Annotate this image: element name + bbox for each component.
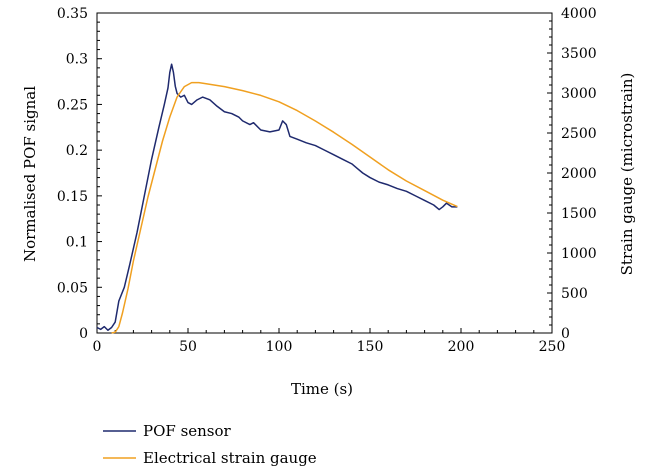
- plot-border: [96, 12, 553, 334]
- y2-tick-label: 2000: [561, 166, 597, 182]
- y2-axis-ticks: 0 500 1000 1500 2000 2500 3000 3500 4000: [547, 6, 597, 342]
- series-line-pof: [96, 63, 458, 332]
- x-tick-label: 50: [179, 339, 197, 355]
- x-tick-label: 200: [448, 339, 475, 355]
- series-group: [96, 63, 458, 334]
- x-tick-label: 250: [539, 339, 566, 355]
- y-axis-title: Normalised POF signal: [21, 86, 39, 262]
- legend-label-pof: POF sensor: [143, 422, 232, 440]
- y2-tick-label: 1500: [561, 206, 597, 222]
- y2-tick-label: 2500: [561, 126, 597, 142]
- y-tick-label: 0.25: [57, 97, 88, 113]
- y2-tick-label: 4000: [561, 6, 597, 22]
- x-axis-ticks: 0 50 100 150 200 250: [93, 328, 566, 355]
- legend-label-strain-gauge: Electrical strain gauge: [143, 449, 317, 467]
- y-tick-label: 0.3: [66, 52, 88, 68]
- y2-tick-label: 500: [561, 286, 588, 302]
- x-tick-label: 150: [357, 339, 384, 355]
- y-tick-label: 0.1: [66, 235, 88, 251]
- y-tick-label: 0.05: [57, 280, 88, 296]
- y-tick-label: 0.2: [66, 143, 88, 159]
- y2-tick-label: 0: [561, 326, 570, 342]
- y-tick-label: 0.35: [57, 6, 88, 22]
- y2-tick-label: 3500: [561, 46, 597, 62]
- plot-frame: [96, 12, 553, 334]
- y-tick-label: 0.15: [57, 189, 88, 205]
- y2-tick-label: 1000: [561, 246, 597, 262]
- x-axis-title: Time (s): [291, 380, 353, 398]
- y-axis-ticks: 0 0.05 0.1 0.15 0.2 0.25 0.3 0.35: [57, 6, 102, 342]
- legend: POF sensor Electrical strain gauge: [103, 422, 317, 467]
- y2-tick-label: 3000: [561, 86, 597, 102]
- x-tick-label: 100: [266, 339, 293, 355]
- x-tick-label: 0: [93, 339, 102, 355]
- series-line-strain-gauge: [111, 81, 458, 334]
- y2-axis-title: Strain gauge (microstrain): [618, 73, 636, 276]
- y-tick-label: 0: [79, 326, 88, 342]
